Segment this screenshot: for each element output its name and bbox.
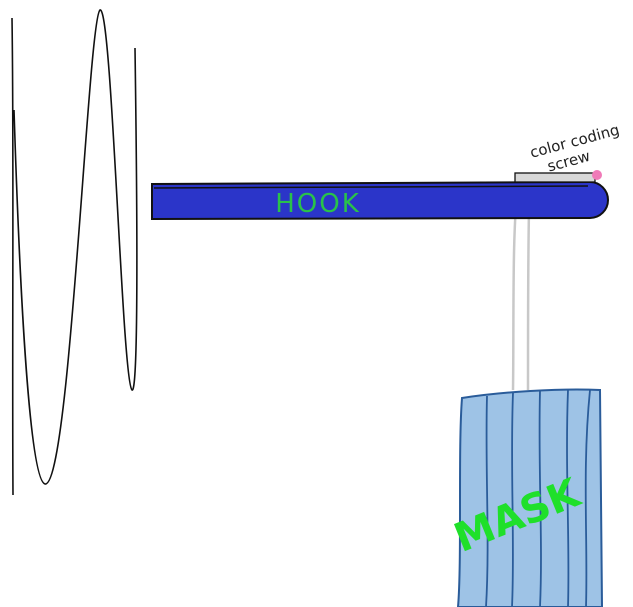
- screw: [514, 172, 596, 183]
- wall-line: [11, 17, 14, 496]
- spring-line: [13, 9, 138, 485]
- screw-head: [592, 170, 602, 180]
- hook-label: HOOK: [275, 189, 361, 219]
- string: [526, 209, 531, 391]
- hook-bar: [151, 180, 609, 221]
- hook-edge: [153, 185, 589, 189]
- mask-pleats: [485, 389, 591, 607]
